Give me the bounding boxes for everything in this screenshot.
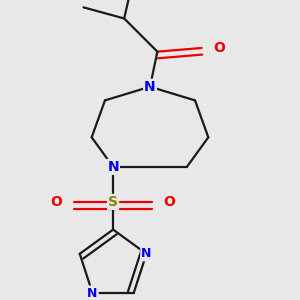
Text: O: O [51, 195, 63, 209]
Text: N: N [141, 247, 152, 260]
Text: N: N [107, 160, 119, 174]
Text: O: O [164, 195, 175, 209]
Text: N: N [144, 80, 156, 94]
Text: O: O [214, 41, 225, 55]
Text: S: S [108, 195, 118, 209]
Text: N: N [87, 286, 98, 299]
